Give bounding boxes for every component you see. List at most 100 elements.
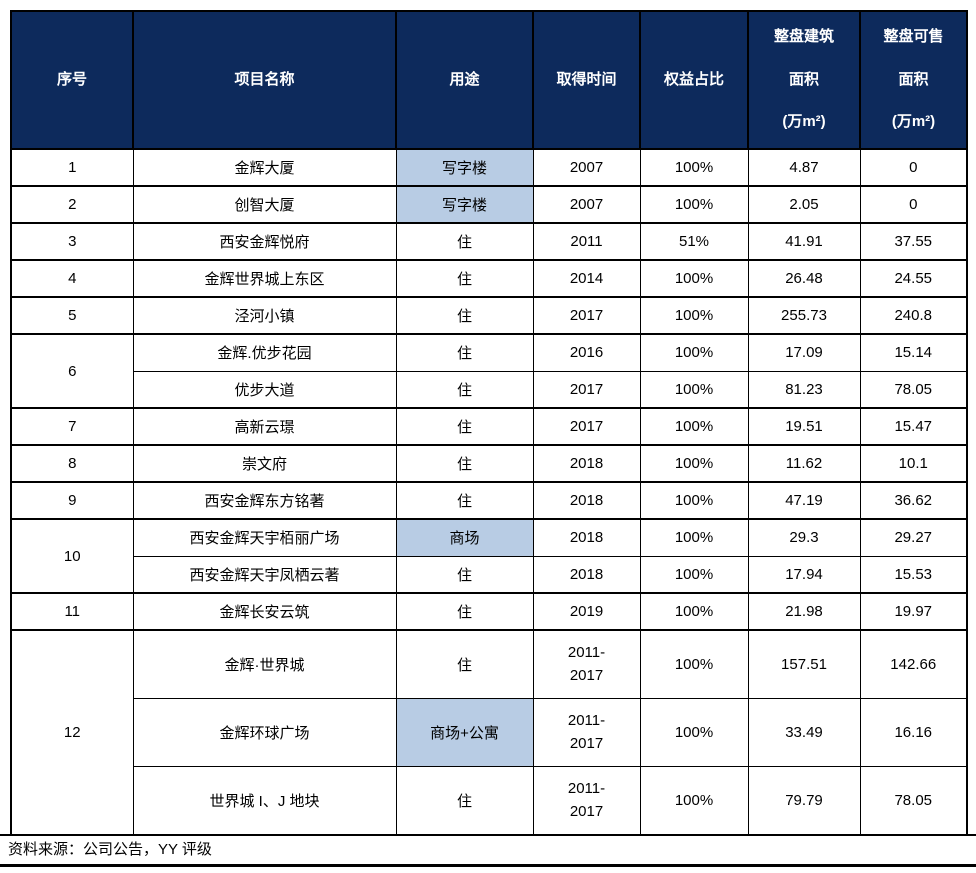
cell-total-gfa: 17.94 bbox=[747, 555, 861, 594]
header-cell-project-name: 项目名称 bbox=[132, 10, 397, 150]
table-header: 序号 项目名称 用途 取得时间 权益占比 整盘建筑 面积 (万m²) 整盘可售 … bbox=[10, 10, 968, 150]
table-row: 12 金辉·世界城住 2011- 2017 100% 157.51 142.66 bbox=[10, 629, 968, 834]
cell-acquired-time: 2017 bbox=[532, 370, 641, 409]
cell-serial-number: 11 bbox=[10, 592, 134, 631]
header-cell-equity-ratio: 权益占比 bbox=[639, 10, 749, 150]
cell-project-name: 金辉.优步花园 bbox=[132, 333, 397, 372]
cell-project-name: 西安金辉悦府 bbox=[132, 222, 397, 261]
cell-project-name: 金辉环球广场 bbox=[132, 697, 397, 767]
cell-total-sellable: 15.14 bbox=[859, 333, 968, 372]
cell-equity-ratio: 100% bbox=[639, 148, 749, 187]
cell-project-name: 西安金辉天宇栢丽广场 bbox=[132, 518, 397, 557]
cell-project-name: 西安金辉天宇凤栖云著 bbox=[132, 555, 397, 594]
cell-total-sellable: 240.8 bbox=[859, 296, 968, 335]
cell-use: 写字楼 bbox=[395, 148, 534, 187]
cell-total-gfa: 33.49 bbox=[747, 697, 861, 767]
cell-total-sellable: 10.1 bbox=[859, 444, 968, 483]
table-row: 西安金辉天宇凤栖云著住 2018 100% 17.94 15.53 bbox=[11, 555, 968, 594]
cell-total-gfa: 29.3 bbox=[747, 518, 861, 557]
cell-use: 写字楼 bbox=[395, 185, 534, 224]
table-row: 11 金辉长安云筑住 2019 100% 21.98 19.97 bbox=[10, 592, 968, 631]
cell-use: 住 bbox=[395, 555, 534, 594]
cell-equity-ratio: 100% bbox=[639, 296, 749, 335]
header-cell-use: 用途 bbox=[395, 10, 534, 150]
table-row: 9 西安金辉东方铭著住 2018 100% 47.19 36.62 bbox=[10, 481, 968, 520]
cell-total-gfa: 17.09 bbox=[747, 333, 861, 372]
header-cell-total-gfa: 整盘建筑 面积 (万m²) bbox=[747, 10, 861, 150]
cell-acquired-time: 2018 bbox=[532, 555, 641, 594]
cell-equity-ratio: 100% bbox=[639, 765, 749, 834]
header-row: 序号 项目名称 用途 取得时间 权益占比 整盘建筑 面积 (万m²) 整盘可售 … bbox=[10, 10, 968, 150]
cell-project-name: 优步大道 bbox=[132, 370, 397, 409]
cell-equity-ratio: 100% bbox=[639, 592, 749, 631]
cell-total-gfa: 157.51 bbox=[747, 629, 861, 699]
cell-equity-ratio: 100% bbox=[639, 407, 749, 446]
cell-total-gfa: 11.62 bbox=[747, 444, 861, 483]
bottom-rule-line bbox=[0, 864, 976, 868]
projects-table-container: 序号 项目名称 用途 取得时间 权益占比 整盘建筑 面积 (万m²) 整盘可售 … bbox=[10, 10, 968, 834]
cell-total-sellable: 36.62 bbox=[859, 481, 968, 520]
cell-use: 住 bbox=[395, 370, 534, 409]
cell-acquired-time: 2018 bbox=[532, 444, 641, 483]
cell-total-gfa: 4.87 bbox=[747, 148, 861, 187]
cell-project-name: 金辉·世界城 bbox=[132, 629, 397, 699]
cell-acquired-time: 2011 bbox=[532, 222, 641, 261]
cell-total-sellable: 16.16 bbox=[859, 697, 968, 767]
cell-project-name: 崇文府 bbox=[132, 444, 397, 483]
cell-total-gfa: 47.19 bbox=[747, 481, 861, 520]
projects-table: 序号 项目名称 用途 取得时间 权益占比 整盘建筑 面积 (万m²) 整盘可售 … bbox=[10, 10, 968, 834]
table-row: 4 金辉世界城上东区住 2014 100% 26.48 24.55 bbox=[10, 259, 968, 298]
cell-acquired-time: 2011- 2017 bbox=[532, 629, 641, 699]
header-cell-total-sellable: 整盘可售 面积 (万m²) bbox=[859, 10, 968, 150]
table-row: 6 金辉.优步花园住 2016 100% 17.09 15.14 bbox=[10, 333, 968, 409]
table-row: 2 创智大厦 写字楼 2007 100% 2.05 0 bbox=[10, 185, 968, 224]
cell-use: 住 bbox=[395, 296, 534, 335]
cell-project-name: 西安金辉东方铭著 bbox=[132, 481, 397, 520]
table-row: 金辉环球广场 商场+公寓 2011- 2017 100% 33.49 16.16 bbox=[11, 697, 968, 767]
table-row: 7 高新云璟住 2017 100% 19.51 15.47 bbox=[10, 407, 968, 446]
cell-total-sellable: 15.47 bbox=[859, 407, 968, 446]
cell-equity-ratio: 100% bbox=[639, 481, 749, 520]
table-row: 3 西安金辉悦府住 2011 51% 41.91 37.55 bbox=[10, 222, 968, 261]
cell-acquired-time: 2019 bbox=[532, 592, 641, 631]
cell-use: 住 bbox=[395, 629, 534, 699]
cell-acquired-time: 2007 bbox=[532, 148, 641, 187]
cell-acquired-time: 2018 bbox=[532, 518, 641, 557]
table-body: 1 金辉大厦 写字楼 2007 100% 4.87 0 2 创智大厦 写字楼 2007 100% 2.0… bbox=[10, 148, 968, 834]
cell-total-gfa: 2.05 bbox=[747, 185, 861, 224]
cell-use: 住 bbox=[395, 592, 534, 631]
cell-acquired-time: 2017 bbox=[532, 296, 641, 335]
cell-acquired-time: 2017 bbox=[532, 407, 641, 446]
cell-acquired-time: 2007 bbox=[532, 185, 641, 224]
cell-acquired-time: 2014 bbox=[532, 259, 641, 298]
cell-total-sellable: 19.97 bbox=[859, 592, 968, 631]
cell-equity-ratio: 100% bbox=[639, 444, 749, 483]
cell-total-sellable: 29.27 bbox=[859, 518, 968, 557]
cell-project-name: 金辉世界城上东区 bbox=[132, 259, 397, 298]
cell-serial-number: 4 bbox=[10, 259, 134, 298]
cell-acquired-time: 2011- 2017 bbox=[532, 765, 641, 834]
cell-use: 住 bbox=[395, 259, 534, 298]
cell-total-gfa: 79.79 bbox=[747, 765, 861, 834]
cell-serial-number: 7 bbox=[10, 407, 134, 446]
cell-project-name: 金辉长安云筑 bbox=[132, 592, 397, 631]
cell-serial-number: 2 bbox=[10, 185, 134, 224]
cell-total-sellable: 15.53 bbox=[859, 555, 968, 594]
cell-project-name: 泾河小镇 bbox=[132, 296, 397, 335]
cell-total-sellable: 37.55 bbox=[859, 222, 968, 261]
cell-equity-ratio: 51% bbox=[639, 222, 749, 261]
cell-serial-number: 10 bbox=[10, 518, 134, 594]
cell-total-sellable: 78.05 bbox=[859, 765, 968, 834]
cell-total-gfa: 255.73 bbox=[747, 296, 861, 335]
cell-total-gfa: 19.51 bbox=[747, 407, 861, 446]
cell-project-name: 高新云璟 bbox=[132, 407, 397, 446]
table-row: 世界城 I、J 地块住 2011- 2017 100% 79.79 78.05 bbox=[11, 765, 968, 834]
cell-use: 住 bbox=[395, 222, 534, 261]
cell-equity-ratio: 100% bbox=[639, 555, 749, 594]
cell-total-gfa: 81.23 bbox=[747, 370, 861, 409]
cell-equity-ratio: 100% bbox=[639, 333, 749, 372]
cell-project-name: 创智大厦 bbox=[132, 185, 397, 224]
cell-equity-ratio: 100% bbox=[639, 185, 749, 224]
cell-use: 住 bbox=[395, 444, 534, 483]
